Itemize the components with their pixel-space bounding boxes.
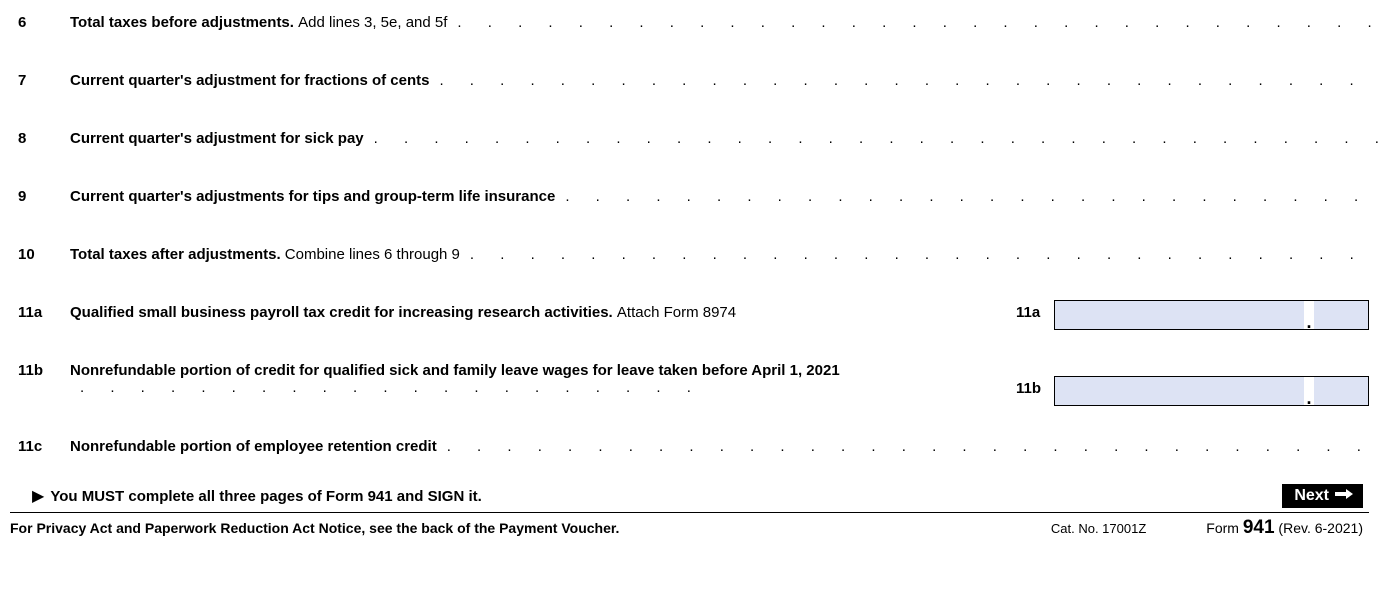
form-line-11b: 11b Nonrefundable portion of credit for … bbox=[10, 358, 1369, 406]
decimal-separator: . bbox=[1304, 377, 1314, 405]
line-number: 8 bbox=[10, 126, 70, 147]
line-number: 7 bbox=[10, 68, 70, 89]
line-number: 11b bbox=[10, 358, 70, 379]
line-number: 10 bbox=[10, 242, 70, 263]
line-number: 9 bbox=[10, 184, 70, 205]
form-line-6: 6 Total taxes before adjustments. Add li… bbox=[10, 10, 1369, 40]
amount-cents-input[interactable] bbox=[1314, 377, 1368, 405]
leader-dots bbox=[447, 14, 1379, 31]
amount-box-11a: . bbox=[1054, 300, 1369, 330]
line-description: Current quarter's adjustments for tips a… bbox=[70, 184, 1379, 205]
leader-dots bbox=[70, 379, 710, 396]
privacy-notice: For Privacy Act and Paperwork Reduction … bbox=[10, 520, 1051, 536]
line-number: 6 bbox=[10, 10, 70, 31]
line-description: Total taxes after adjustments. Combine l… bbox=[70, 242, 1379, 263]
arrow-right-icon bbox=[1335, 487, 1353, 505]
form-line-7: 7 Current quarter's adjustment for fract… bbox=[10, 68, 1369, 98]
box-number: 11b bbox=[1012, 358, 1054, 397]
line-description: Current quarter's adjustment for sick pa… bbox=[70, 126, 1379, 147]
line-description: Nonrefundable portion of employee retent… bbox=[70, 434, 1379, 455]
leader-dots bbox=[460, 246, 1379, 263]
amount-cents-input[interactable] bbox=[1314, 301, 1368, 329]
next-button-label: Next bbox=[1294, 487, 1329, 505]
form-line-9: 9 Current quarter's adjustments for tips… bbox=[10, 184, 1369, 214]
decimal-separator: . bbox=[1304, 301, 1314, 329]
leader-dots bbox=[555, 188, 1379, 205]
line-description: Total taxes before adjustments. Add line… bbox=[70, 10, 1379, 31]
footer-row: For Privacy Act and Paperwork Reduction … bbox=[10, 513, 1369, 539]
form-line-11a: 11a Qualified small business payroll tax… bbox=[10, 300, 1369, 330]
next-button[interactable]: Next bbox=[1282, 484, 1363, 508]
form-line-10: 10 Total taxes after adjustments. Combin… bbox=[10, 242, 1369, 272]
leader-dots bbox=[437, 438, 1379, 455]
catalog-number: Cat. No. 17001Z bbox=[1051, 521, 1146, 536]
form-identifier: Form 941 (Rev. 6-2021) bbox=[1206, 517, 1363, 539]
line-number: 11a bbox=[10, 300, 70, 321]
amount-box-11b: . bbox=[1054, 376, 1369, 406]
leader-dots bbox=[429, 72, 1379, 89]
instruction-text: You MUST complete all three pages of For… bbox=[50, 488, 1282, 505]
form-line-11c: 11c Nonrefundable portion of employee re… bbox=[10, 434, 1369, 464]
line-description: Nonrefundable portion of credit for qual… bbox=[70, 358, 1012, 396]
arrow-right-icon: ▶ bbox=[32, 486, 44, 506]
amount-dollars-input[interactable] bbox=[1055, 301, 1304, 329]
line-number: 11c bbox=[10, 434, 70, 455]
box-number: 11a bbox=[1012, 300, 1054, 321]
instruction-row: ▶ You MUST complete all three pages of F… bbox=[10, 482, 1369, 513]
amount-dollars-input[interactable] bbox=[1055, 377, 1304, 405]
form-line-8: 8 Current quarter's adjustment for sick … bbox=[10, 126, 1369, 156]
line-description: Current quarter's adjustment for fractio… bbox=[70, 68, 1379, 89]
leader-dots bbox=[364, 130, 1379, 147]
line-description: Qualified small business payroll tax cre… bbox=[70, 300, 1012, 321]
